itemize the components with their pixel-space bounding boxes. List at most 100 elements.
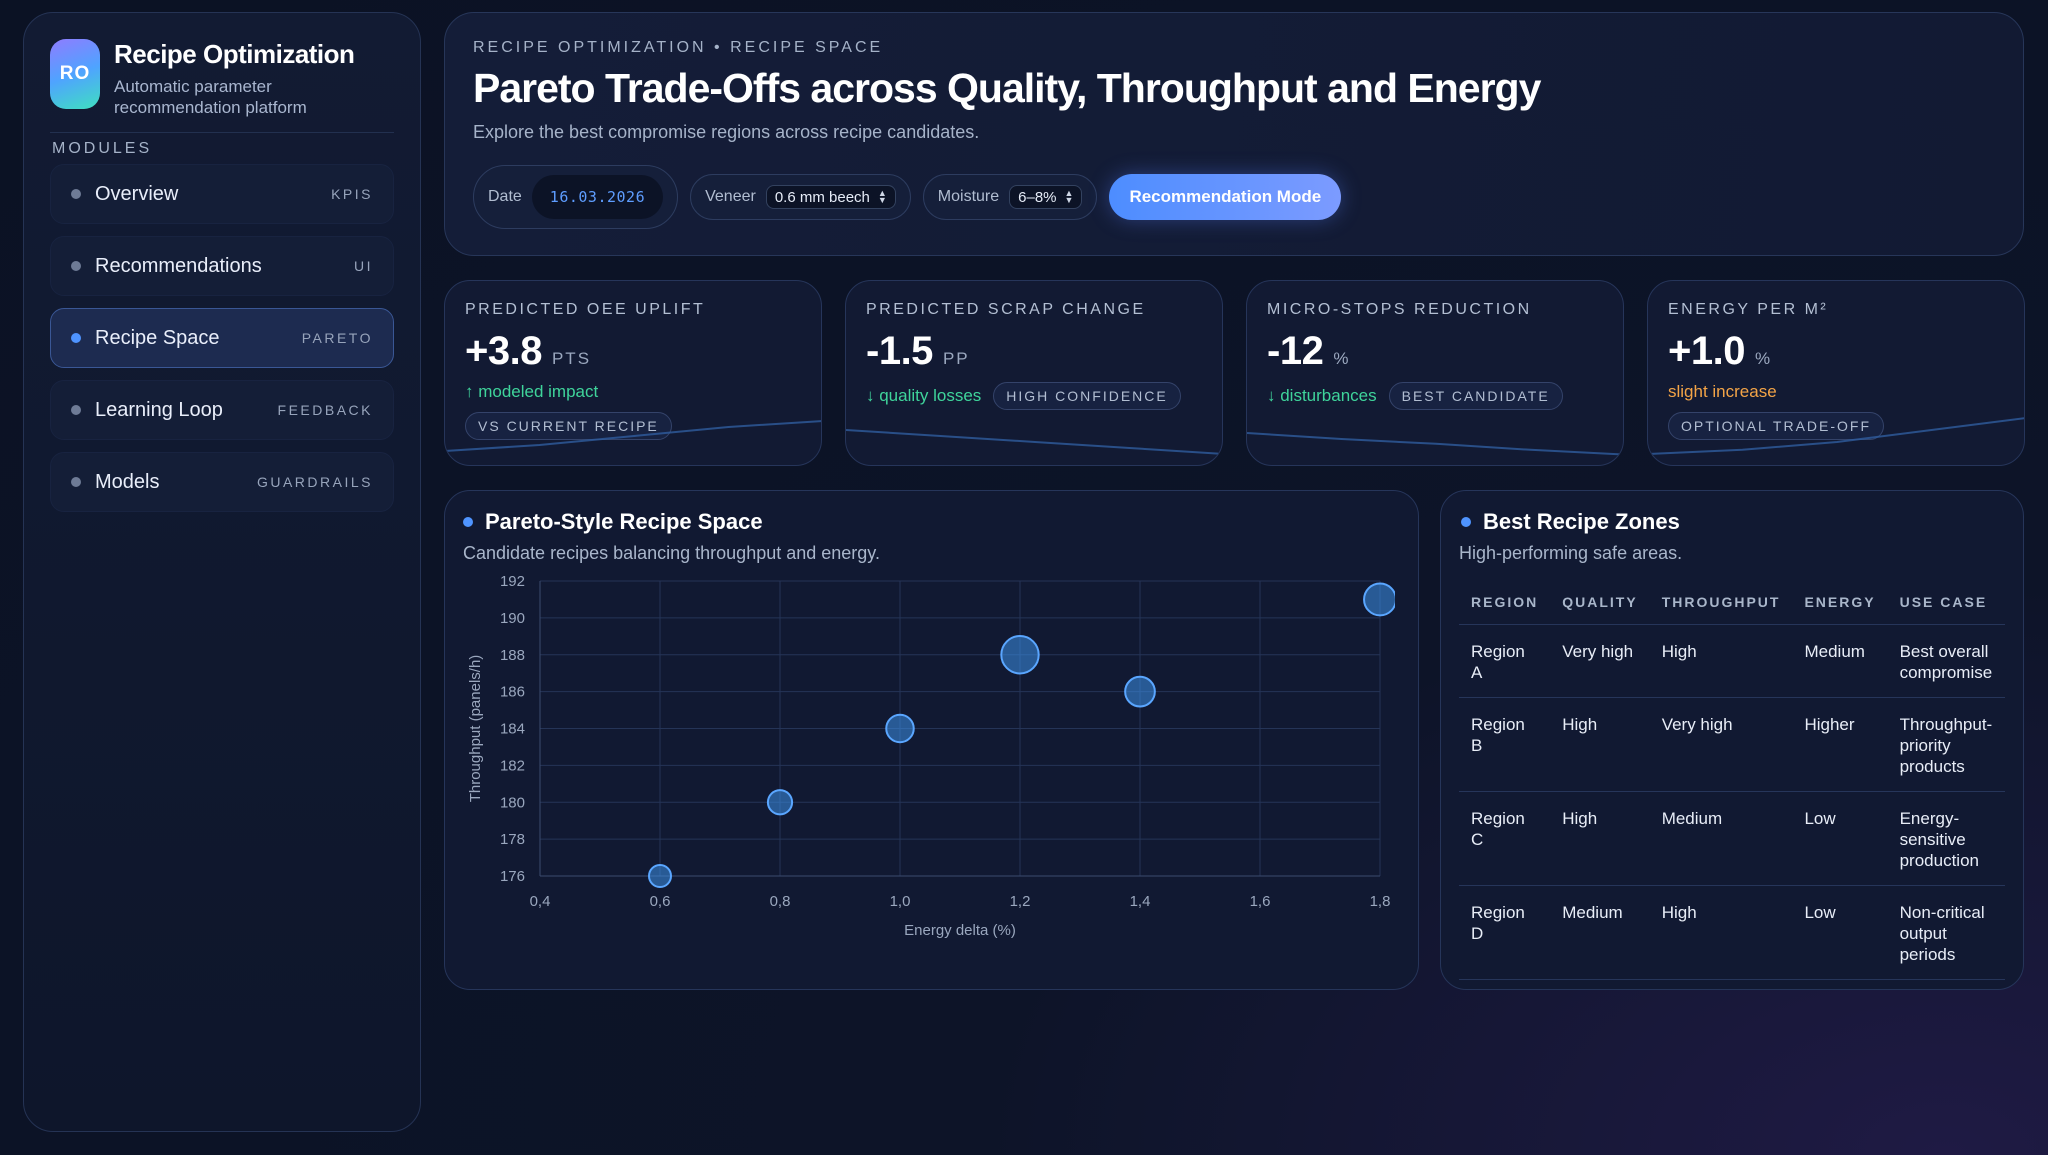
table-cell: Region B bbox=[1459, 697, 1551, 792]
pareto-panel-title: Pareto-Style Recipe Space bbox=[485, 509, 763, 534]
kpi-card-scrap: PREDICTED SCRAP CHANGE -1.5 PP ↓ quality… bbox=[845, 280, 1223, 466]
sparkline-path bbox=[846, 429, 1222, 455]
brand-title: Recipe Optimization bbox=[114, 39, 355, 69]
x-tick-label: 1,8 bbox=[1370, 893, 1391, 910]
sidebar-item-models[interactable]: Models GUARDRAILS bbox=[50, 452, 394, 512]
kpi-unit: % bbox=[1754, 349, 1773, 368]
veneer-value: 0.6 mm beech bbox=[774, 188, 870, 206]
sparkline-path bbox=[1648, 417, 2024, 455]
table-cell: Low bbox=[1792, 791, 1888, 886]
y-tick-label: 192 bbox=[500, 573, 525, 590]
kpi-unit: PP bbox=[942, 349, 970, 368]
filter-controls: Date 16.03.2026 Veneer 0.6 mm beech ▲ ▼ M… bbox=[473, 165, 1995, 229]
column-header: QUALITY bbox=[1550, 584, 1650, 625]
sidebar-item-label: Overview bbox=[95, 182, 179, 205]
kpi-unit: PTS bbox=[551, 349, 592, 368]
x-tick-label: 1,0 bbox=[890, 893, 911, 910]
moisture-select[interactable]: 6–8% ▲ ▼ bbox=[1009, 185, 1083, 209]
brand-subtitle: Automatic parameter recommendation platf… bbox=[114, 77, 307, 117]
sidebar-item-tag: FEEDBACK bbox=[277, 402, 373, 418]
sidebar-item-label: Recommendations bbox=[95, 254, 262, 277]
bullet-icon bbox=[463, 517, 473, 527]
data-point bbox=[648, 864, 672, 888]
date-input[interactable]: 16.03.2026 bbox=[531, 175, 664, 219]
sidebar-item-recommendations[interactable]: Recommendations UI bbox=[50, 236, 394, 296]
kpi-note: ↑ modeled impact bbox=[465, 382, 599, 401]
brand-logo: RO bbox=[50, 39, 100, 109]
sidebar-item-label: Learning Loop bbox=[95, 398, 223, 421]
kpi-label: PREDICTED OEE UPLIFT bbox=[465, 301, 706, 318]
moisture-value: 6–8% bbox=[1018, 188, 1057, 206]
kpi-note: ↓ quality losses bbox=[866, 386, 982, 405]
sidebar-item-tag: GUARDRAILS bbox=[256, 474, 373, 490]
table-cell: Best overall compromise bbox=[1887, 624, 2005, 698]
kpi-sparkline bbox=[445, 420, 821, 452]
kpi-badge: OPTIONAL TRADE-OFF bbox=[1668, 412, 1885, 440]
page-subtitle: Explore the best compromise regions acro… bbox=[473, 122, 980, 142]
kpi-sparkline bbox=[1648, 417, 2024, 455]
moisture-filter: Moisture 6–8% ▲ ▼ bbox=[922, 174, 1098, 220]
y-tick-label: 184 bbox=[500, 721, 525, 738]
y-tick-label: 188 bbox=[500, 647, 525, 664]
module-nav: Overview KPIS Recommendations UI Recipe … bbox=[50, 164, 394, 512]
table-cell: High bbox=[1550, 791, 1650, 886]
nav-dot-icon bbox=[71, 189, 81, 199]
kpi-value: -1.5 bbox=[866, 329, 933, 373]
kpi-card-microstops: MICRO-STOPS REDUCTION -12 % ↓ disturbanc… bbox=[1246, 280, 1624, 466]
column-header: ENERGY bbox=[1792, 584, 1888, 625]
table-cell: Region C bbox=[1459, 791, 1551, 886]
sidebar-item-recipe-space[interactable]: Recipe Space PARETO bbox=[50, 308, 394, 368]
bullet-icon bbox=[1461, 517, 1471, 527]
kpi-unit: % bbox=[1333, 349, 1351, 368]
table-cell: Throughput-priority products bbox=[1887, 697, 2005, 792]
zones-panel-subtitle: High-performing safe areas. bbox=[1459, 543, 1683, 563]
pareto-panel: Pareto-Style Recipe Space Candidate reci… bbox=[444, 490, 1419, 990]
date-label: Date bbox=[488, 188, 522, 205]
table-cell: Medium bbox=[1649, 791, 1793, 886]
table-cell: Very high bbox=[1550, 624, 1650, 698]
kpi-card-energy: ENERGY PER M² +1.0 % slight increase OPT… bbox=[1647, 280, 2025, 466]
kpi-badge: HIGH CONFIDENCE bbox=[993, 382, 1181, 410]
y-tick-label: 176 bbox=[500, 868, 525, 885]
zones-panel-title: Best Recipe Zones bbox=[1483, 509, 1680, 534]
recommendation-mode-button[interactable]: Recommendation Mode bbox=[1109, 174, 1342, 220]
data-point bbox=[1000, 635, 1040, 675]
x-axis-label: Energy delta (%) bbox=[904, 922, 1016, 939]
date-filter: Date 16.03.2026 bbox=[473, 165, 679, 229]
kpi-value: -12 bbox=[1267, 329, 1324, 373]
updown-arrow-icon: ▲ ▼ bbox=[877, 188, 887, 205]
table-cell: Low bbox=[1792, 885, 1888, 980]
sidebar: RO Recipe Optimization Automatic paramet… bbox=[23, 12, 421, 1132]
veneer-select[interactable]: 0.6 mm beech ▲ ▼ bbox=[765, 185, 896, 209]
kpi-card-oee: PREDICTED OEE UPLIFT +3.8 PTS ↑ modeled … bbox=[444, 280, 822, 466]
y-tick-label: 186 bbox=[500, 684, 525, 701]
data-point bbox=[885, 713, 915, 744]
kpi-value: +1.0 bbox=[1668, 329, 1745, 373]
moisture-label: Moisture bbox=[937, 188, 1000, 205]
zones-panel: Best Recipe Zones High-performing safe a… bbox=[1440, 490, 2024, 990]
pareto-panel-subtitle: Candidate recipes balancing throughput a… bbox=[463, 543, 880, 563]
table-cell: High bbox=[1649, 624, 1793, 698]
kpi-badge: BEST CANDIDATE bbox=[1388, 382, 1563, 410]
sidebar-item-tag: PARETO bbox=[301, 330, 373, 346]
table-row: Region D Medium High Low Non-critical ou… bbox=[1459, 885, 2005, 980]
veneer-filter: Veneer 0.6 mm beech ▲ ▼ bbox=[690, 174, 911, 220]
y-tick-label: 180 bbox=[500, 794, 525, 811]
sidebar-item-label: Recipe Space bbox=[95, 326, 220, 349]
table-cell: Region D bbox=[1459, 885, 1551, 980]
updown-arrow-icon: ▲ ▼ bbox=[1064, 188, 1074, 205]
table-header-row: REGION QUALITY THROUGHPUT ENERGY USE CAS… bbox=[1459, 584, 2005, 625]
kpi-note: ↓ disturbances bbox=[1267, 386, 1377, 405]
sidebar-item-learning-loop[interactable]: Learning Loop FEEDBACK bbox=[50, 380, 394, 440]
kpi-label: MICRO-STOPS REDUCTION bbox=[1267, 301, 1532, 318]
page-title: Pareto Trade-Offs across Quality, Throug… bbox=[473, 65, 1541, 111]
data-point bbox=[1363, 582, 1395, 617]
kpi-sparkline bbox=[1247, 432, 1623, 456]
y-tick-label: 178 bbox=[500, 831, 525, 848]
zones-table: REGION QUALITY THROUGHPUT ENERGY USE CAS… bbox=[1459, 584, 2005, 980]
sidebar-item-overview[interactable]: Overview KPIS bbox=[50, 164, 394, 224]
x-tick-label: 1,2 bbox=[1010, 893, 1031, 910]
kpi-label: ENERGY PER M² bbox=[1668, 301, 1829, 318]
sparkline-path bbox=[1247, 432, 1623, 456]
page-header: RECIPE OPTIMIZATION • RECIPE SPACE Paret… bbox=[444, 12, 2024, 256]
